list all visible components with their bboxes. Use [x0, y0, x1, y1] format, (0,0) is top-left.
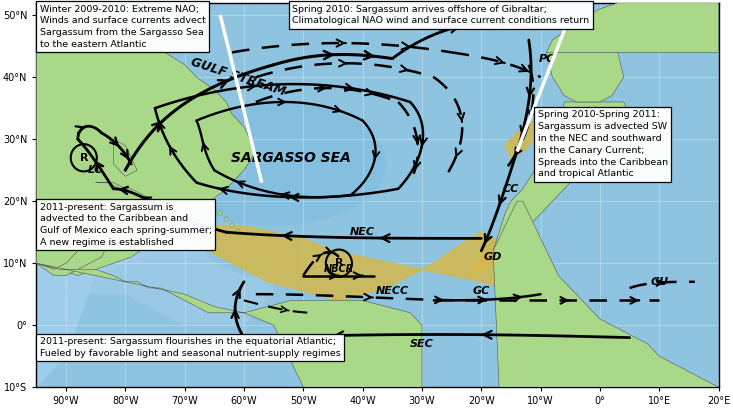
Polygon shape [218, 210, 223, 216]
Polygon shape [78, 189, 173, 238]
Polygon shape [212, 207, 217, 212]
Ellipse shape [161, 102, 386, 226]
Text: NECC: NECC [376, 286, 409, 296]
Text: NBCR: NBCR [324, 264, 354, 274]
Text: 2011-present: Sargassum flourishes in the equatorial Atlantic;
Fueled by favorab: 2011-present: Sargassum flourishes in th… [40, 337, 340, 358]
Polygon shape [161, 201, 196, 213]
Text: GD: GD [484, 252, 502, 262]
Text: GULF STREAM: GULF STREAM [189, 56, 287, 99]
Polygon shape [37, 3, 256, 276]
Text: 2011-present: Sargassum is
advected to the Caribbean and
Gulf of Mexico each spr: 2011-present: Sargassum is advected to t… [40, 203, 212, 247]
Text: CC: CC [503, 184, 519, 194]
Text: R: R [335, 258, 343, 268]
Text: NAC: NAC [421, 8, 446, 34]
Text: R: R [79, 153, 88, 163]
Polygon shape [505, 121, 541, 158]
Text: NEC: NEC [350, 227, 375, 237]
Polygon shape [95, 182, 161, 201]
Polygon shape [229, 222, 235, 228]
Text: LC: LC [88, 165, 103, 175]
Polygon shape [469, 245, 517, 276]
Polygon shape [37, 139, 273, 325]
Polygon shape [493, 102, 630, 263]
Polygon shape [206, 216, 210, 222]
Text: SARGASSO SEA: SARGASSO SEA [232, 151, 351, 165]
Polygon shape [493, 201, 718, 387]
Polygon shape [185, 226, 528, 300]
Polygon shape [547, 52, 624, 102]
Text: Spring 2010-Spring 2011:
Sargassum is advected SW
in the NEC and southward
in th: Spring 2010-Spring 2011: Sargassum is ad… [538, 110, 668, 178]
Polygon shape [37, 238, 108, 276]
Polygon shape [235, 229, 240, 234]
Polygon shape [224, 216, 229, 222]
Polygon shape [37, 3, 718, 387]
Polygon shape [37, 3, 244, 387]
Text: GU: GU [650, 277, 668, 287]
Text: CA: CA [135, 209, 152, 218]
Polygon shape [37, 263, 422, 387]
Text: PC: PC [539, 54, 555, 63]
Text: GC: GC [473, 286, 490, 296]
Text: Winter 2009-2010: Extreme NAO;
Winds and surface currents advect
Sargassum from : Winter 2009-2010: Extreme NAO; Winds and… [40, 4, 205, 49]
Polygon shape [114, 139, 137, 176]
Polygon shape [547, 3, 718, 52]
Text: SEC: SEC [410, 339, 434, 349]
Text: Spring 2010: Sargassum arrives offshore of Gibraltar;
Climatological NAO wind an: Spring 2010: Sargassum arrives offshore … [292, 4, 589, 25]
